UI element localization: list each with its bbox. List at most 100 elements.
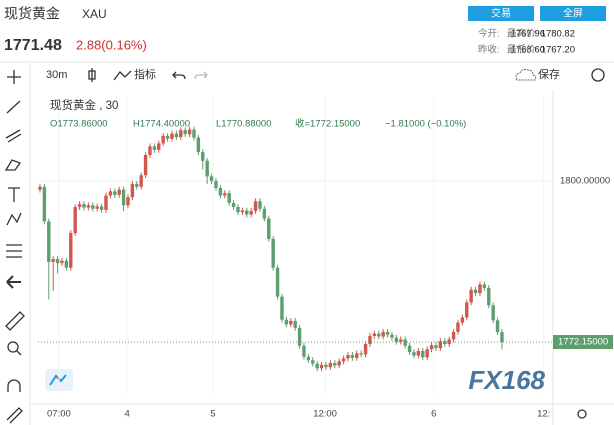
candle-body	[47, 221, 51, 262]
stat-value: 1768.60	[511, 45, 545, 56]
x-tick-label: 12:00	[313, 409, 337, 420]
candle-body	[223, 193, 227, 196]
candle-body	[399, 339, 403, 342]
candle-body	[280, 296, 284, 320]
candle-body	[174, 133, 179, 138]
candle-body	[258, 201, 262, 209]
price: 1771.48	[4, 37, 62, 54]
candle-body	[385, 331, 390, 335]
candle-body	[434, 345, 438, 349]
candle-body	[139, 175, 143, 187]
candle-body	[42, 186, 47, 222]
settings[interactable]	[591, 68, 605, 82]
fullscreen-button[interactable]	[540, 6, 606, 21]
candle-body	[381, 331, 385, 337]
candle-body	[165, 135, 170, 139]
candle-body	[170, 133, 174, 139]
candle-body	[82, 204, 86, 208]
candle-body	[319, 364, 324, 369]
candle-body	[121, 189, 126, 206]
candle-body	[38, 186, 42, 190]
trade-label[interactable]: 交易	[491, 7, 511, 20]
candle-body	[482, 284, 487, 288]
candle-body	[231, 202, 236, 208]
candle-body	[55, 259, 60, 264]
candle-body	[51, 259, 55, 262]
candle-body	[443, 341, 447, 345]
candle-body	[359, 353, 363, 355]
candle-body	[262, 208, 267, 219]
candle-body	[469, 289, 473, 303]
candle-body	[157, 143, 161, 150]
candle-body	[95, 206, 99, 209]
candle-body	[192, 129, 196, 138]
candle-body	[108, 191, 113, 196]
candle-body	[245, 210, 249, 215]
cloud-icon[interactable]	[515, 68, 537, 81]
candle-body	[438, 341, 443, 349]
stat-value: 1780.82	[541, 29, 575, 40]
candle-body	[460, 317, 465, 323]
candle-body	[491, 305, 495, 321]
left-toolbar[interactable]	[4, 70, 25, 424]
legend-name: 现货黄金 , 30	[50, 98, 118, 112]
symbol: XAU	[82, 7, 107, 21]
candle-body	[73, 207, 77, 234]
candle-body	[478, 284, 482, 294]
candle-body	[126, 197, 130, 206]
candle-body	[253, 201, 258, 212]
candle-body	[179, 130, 183, 138]
watermark: FX168	[468, 365, 545, 395]
stat-value: 1767.96	[511, 29, 545, 40]
candle-body	[377, 333, 381, 337]
candle-body	[368, 335, 372, 345]
candle-body	[104, 195, 108, 210]
candle-body	[64, 260, 69, 268]
candle-body	[346, 355, 350, 359]
candle-body	[267, 218, 271, 239]
legend-low: L1770.88000	[216, 119, 271, 130]
candle-body	[135, 183, 139, 187]
candle-body	[302, 345, 306, 357]
candle-icon[interactable]	[88, 68, 96, 82]
legend-open: O1773.86000	[50, 119, 108, 130]
candle-body	[77, 204, 82, 208]
candle-body	[372, 333, 377, 336]
indicators[interactable]: 指标	[134, 67, 156, 81]
candle-body	[130, 183, 135, 198]
candle-body	[201, 152, 205, 161]
candle-body	[315, 363, 319, 369]
candle-body	[328, 363, 333, 368]
candle-body	[227, 193, 231, 203]
candle-body	[390, 334, 394, 338]
save[interactable]: 保存	[538, 67, 560, 81]
candle-body	[456, 322, 460, 332]
legend-close: 收=1772.15000	[295, 118, 360, 130]
fullscreen-label[interactable]: 全屏	[563, 7, 583, 20]
interval[interactable]: 30m	[46, 69, 67, 81]
candle-body	[214, 181, 218, 188]
candle-body	[306, 356, 311, 361]
candle-body	[91, 205, 95, 209]
candle-body	[60, 260, 64, 264]
axis-settings[interactable]	[577, 409, 587, 419]
candle-body	[421, 350, 425, 358]
candle-body	[86, 205, 91, 208]
legend-change: −1.81000 (−0.10%)	[385, 119, 466, 130]
x-tick-label: 5	[210, 409, 215, 420]
candle-body	[218, 187, 223, 196]
candle-body	[148, 146, 152, 155]
indicator-icon[interactable]	[113, 70, 132, 81]
stat-label: 最高价:	[507, 28, 538, 40]
stat-label: 昨收:	[478, 44, 500, 56]
stat-label: 今开:	[478, 28, 500, 40]
candle-body	[416, 350, 421, 356]
candle-body	[311, 360, 315, 364]
candle-body	[293, 320, 297, 328]
candle-body	[341, 358, 346, 362]
candle-body	[289, 320, 293, 325]
undo[interactable]	[172, 71, 186, 80]
candle-body	[500, 332, 504, 342]
trade-button[interactable]	[468, 6, 534, 21]
